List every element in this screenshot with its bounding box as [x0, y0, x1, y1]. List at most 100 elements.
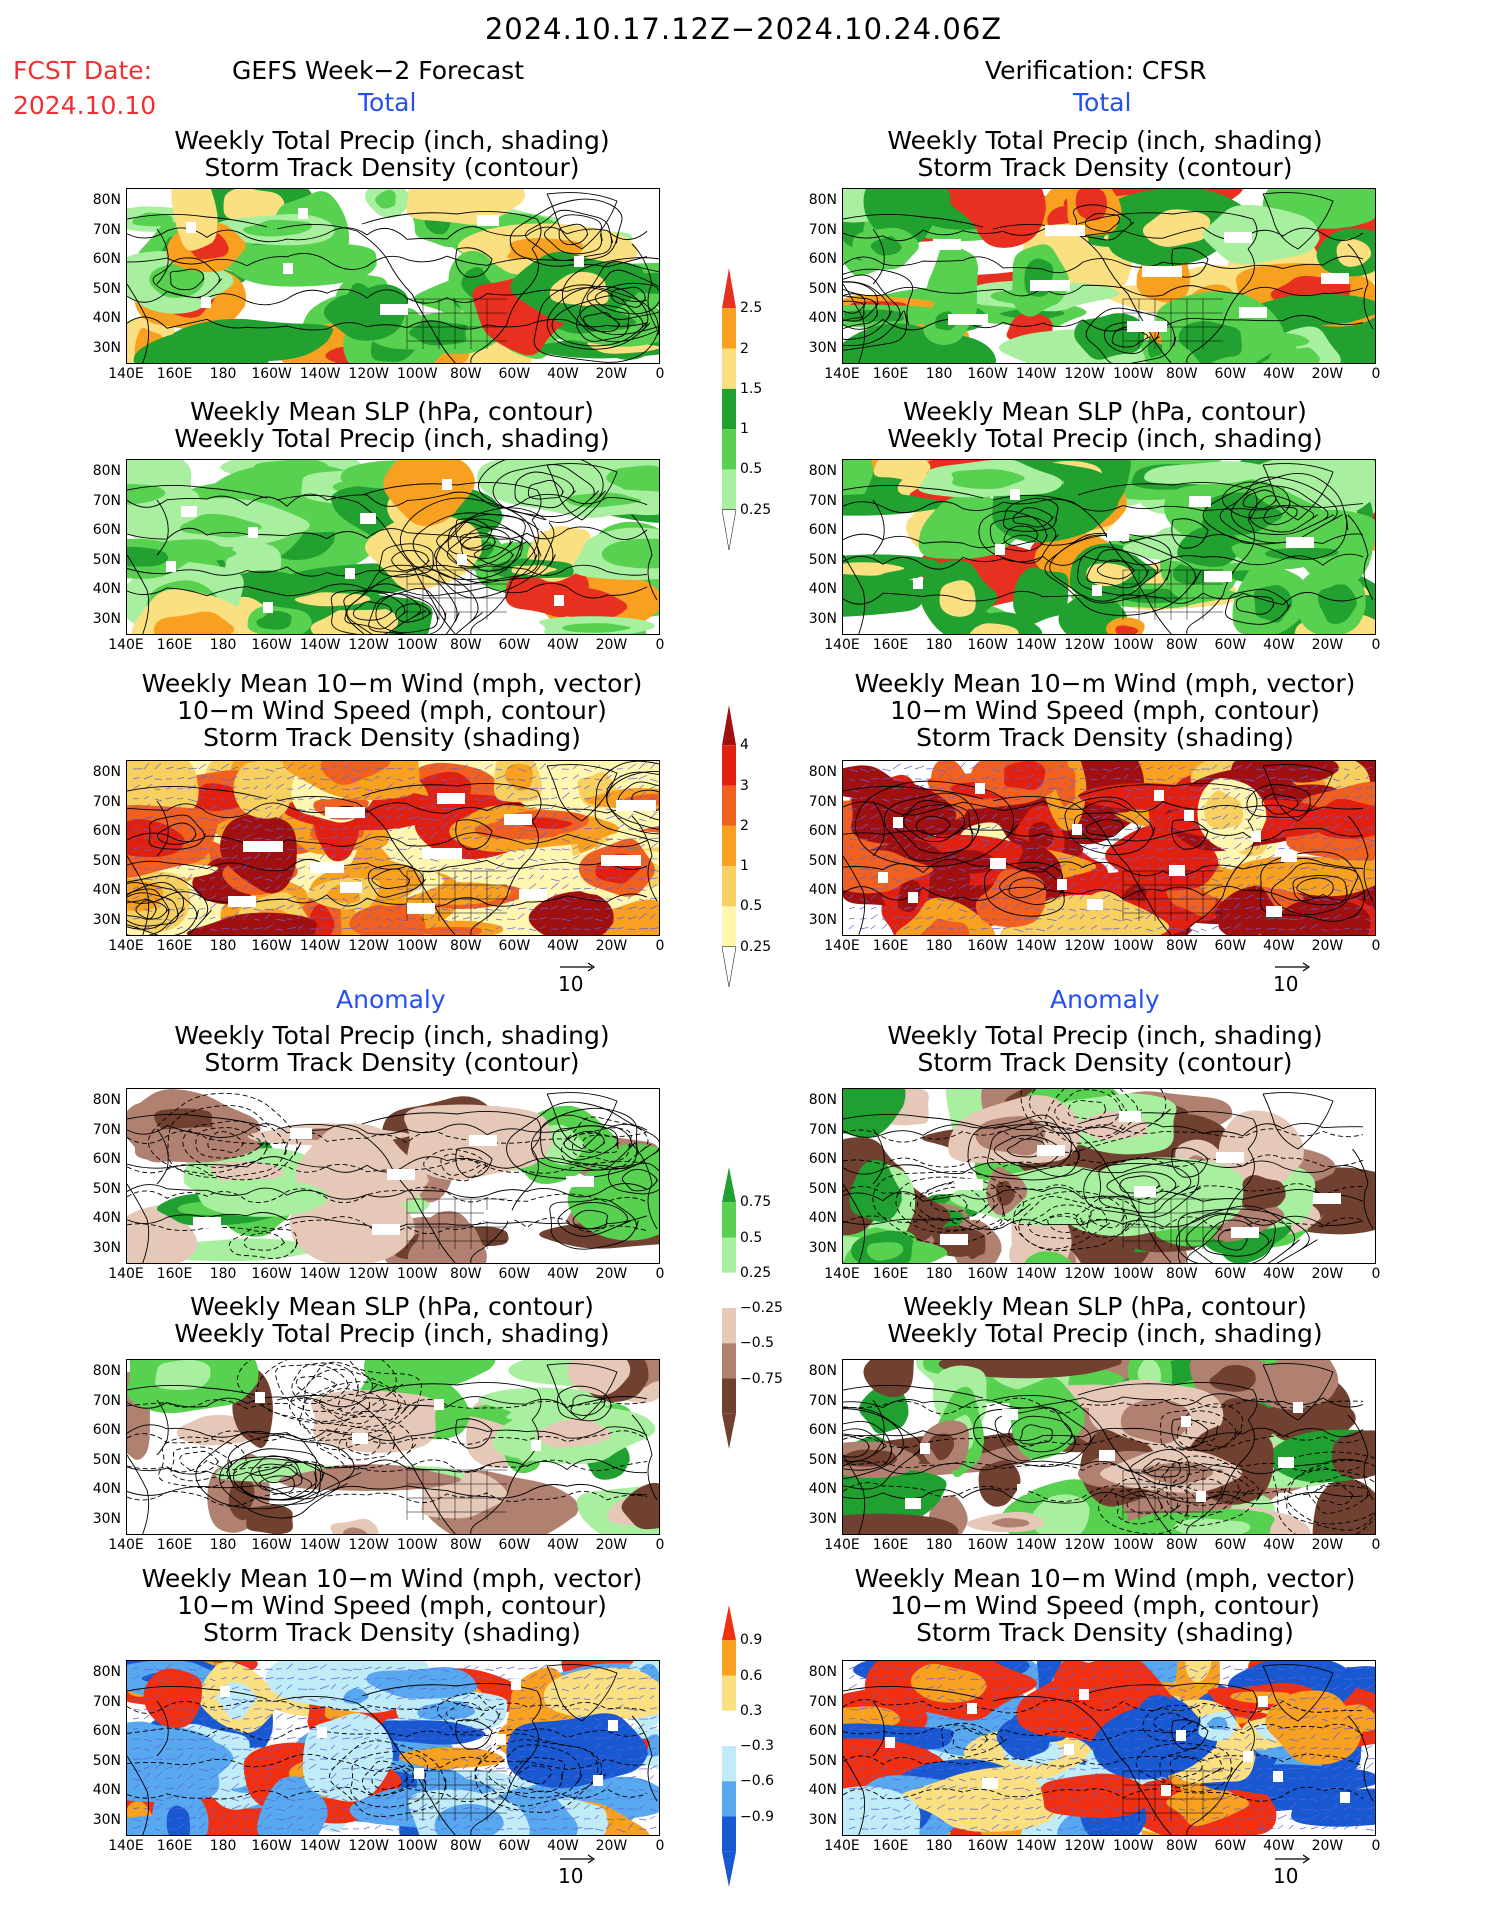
lon-label: 120W	[348, 1266, 389, 1282]
lon-label: 80W	[1165, 637, 1198, 653]
lon-label: 160E	[872, 1537, 909, 1553]
lon-label: 160E	[156, 1537, 193, 1553]
lon-label: 140E	[108, 637, 144, 653]
lon-label: 0	[655, 366, 665, 382]
lon-label: 140E	[824, 366, 860, 382]
lon-label: 140W	[299, 366, 341, 382]
forecast-title: GEFS Week−2 Forecast	[232, 56, 525, 85]
lon-label: 60W	[1214, 1537, 1247, 1553]
lon-label: 60W	[498, 1838, 531, 1854]
colorbar-label: 0.5	[740, 461, 763, 478]
colorbar-label: 0.5	[740, 1229, 763, 1246]
lat-label: 50N	[808, 280, 837, 297]
lon-label: 180	[925, 366, 953, 382]
lon-label: 160W	[967, 637, 1008, 653]
coastlines	[127, 192, 658, 363]
lat-label: 70N	[92, 793, 121, 810]
lon-label: 0	[655, 1838, 665, 1854]
lon-label: 0	[655, 1537, 665, 1553]
lat-label: 30N	[92, 1510, 121, 1527]
page-title: 2024.10.17.12Z−2024.10.24.06Z	[484, 12, 1003, 46]
colorbar-label: −0.9	[740, 1808, 774, 1825]
lat-label: 50N	[808, 852, 837, 869]
lon-label: 140E	[108, 1266, 144, 1282]
contours	[843, 473, 1364, 625]
lon-label: 80W	[449, 637, 482, 653]
colorbar-label: −0.3	[740, 1738, 774, 1754]
lat-label: 40N	[92, 1210, 121, 1226]
p8-title: Weekly Total Precip (inch, shading) Stor…	[887, 1021, 1323, 1077]
lon-label: 60W	[498, 366, 531, 382]
lon-label: 140W	[299, 1537, 341, 1553]
p3-title: Weekly Mean SLP (hPa, contour) Weekly To…	[174, 397, 610, 453]
contours	[127, 1092, 652, 1259]
lon-label: 0	[655, 1266, 665, 1282]
lat-label: 40N	[92, 882, 121, 898]
lon-label: 140E	[108, 1838, 144, 1854]
p5-title: Weekly Mean 10−m Wind (mph, vector) 10−m…	[141, 669, 643, 752]
lon-label: 140E	[824, 1266, 860, 1282]
lon-label: 140W	[299, 1266, 341, 1282]
colorbar-label: −0.75	[740, 1370, 783, 1387]
lon-label: 20W	[1311, 1537, 1344, 1553]
lat-label: 60N	[808, 251, 837, 267]
colorbar-label: 4	[740, 737, 749, 754]
lon-label: 140W	[1015, 1266, 1057, 1282]
lon-label: 100W	[396, 366, 438, 382]
shading	[843, 1661, 1375, 1835]
lon-label: 120W	[348, 637, 389, 653]
lon-label: 120W	[1064, 938, 1105, 954]
lat-label: 40N	[808, 1210, 837, 1226]
map-panel-4: 210.50.25120.50.25	[842, 459, 1376, 635]
lon-label: 20W	[595, 637, 628, 653]
lon-label: 120W	[1064, 1537, 1105, 1553]
colorbar-total_precip	[722, 268, 802, 580]
lon-label: 160W	[251, 637, 292, 653]
lon-label: 0	[1371, 1838, 1381, 1854]
p7-title: Weekly Total Precip (inch, shading) Stor…	[174, 1021, 610, 1077]
lon-label: 80W	[449, 366, 482, 382]
contours	[843, 1114, 1364, 1263]
lat-label: 40N	[92, 1481, 121, 1497]
colorbar-label: 0.9	[740, 1632, 763, 1649]
map-panel-8: 0.3−0.3−0.3−0.6−0.30.9−0.6−0.9−0.3	[842, 1088, 1376, 1264]
lon-label: 80W	[1165, 366, 1198, 382]
lon-label: 120W	[348, 1838, 389, 1854]
lon-label: 120W	[348, 1537, 389, 1553]
map-panel-2: 10101007.51012.5101510051002.51017.51017…	[842, 188, 1376, 364]
colorbar-label: 0.75	[740, 1194, 772, 1211]
contours	[843, 780, 1366, 922]
lon-label: 140W	[1015, 366, 1057, 382]
lon-label: 60W	[1214, 637, 1247, 653]
lon-label: 140W	[299, 1838, 341, 1854]
lat-label: 80N	[92, 463, 121, 479]
lon-label: 160W	[967, 1838, 1008, 1854]
lon-label: 180	[925, 1537, 953, 1553]
lon-label: 20W	[1311, 938, 1344, 954]
lon-label: 0	[1371, 1537, 1381, 1553]
lon-label: 140E	[824, 1838, 860, 1854]
lon-label: 60W	[1214, 938, 1247, 954]
lon-label: 160E	[872, 366, 909, 382]
lon-label: 180	[209, 366, 237, 382]
lon-label: 80W	[449, 1537, 482, 1553]
vector-reference-p5: 10	[558, 960, 598, 996]
lon-label: 100W	[1112, 1537, 1154, 1553]
contours	[127, 1385, 648, 1519]
colorbar-label: 1.5	[740, 380, 763, 397]
lon-label: 0	[1371, 637, 1381, 653]
lon-label: 100W	[1112, 1838, 1154, 1854]
coastlines	[843, 463, 1374, 634]
colorbar-total_storm	[722, 705, 802, 1017]
lon-label: 20W	[595, 1266, 628, 1282]
lon-label: 160E	[156, 938, 193, 954]
lon-label: 20W	[1311, 1266, 1344, 1282]
p9-title: Weekly Mean SLP (hPa, contour) Weekly To…	[174, 1292, 610, 1348]
p2-title: Weekly Total Precip (inch, shading) Stor…	[887, 126, 1323, 182]
lon-label: 100W	[1112, 1266, 1154, 1282]
lat-label: 30N	[92, 1239, 121, 1256]
lon-label: 60W	[498, 637, 531, 653]
lat-label: 80N	[808, 1092, 837, 1108]
lon-label: 100W	[396, 637, 438, 653]
lat-label: 30N	[808, 1239, 837, 1256]
